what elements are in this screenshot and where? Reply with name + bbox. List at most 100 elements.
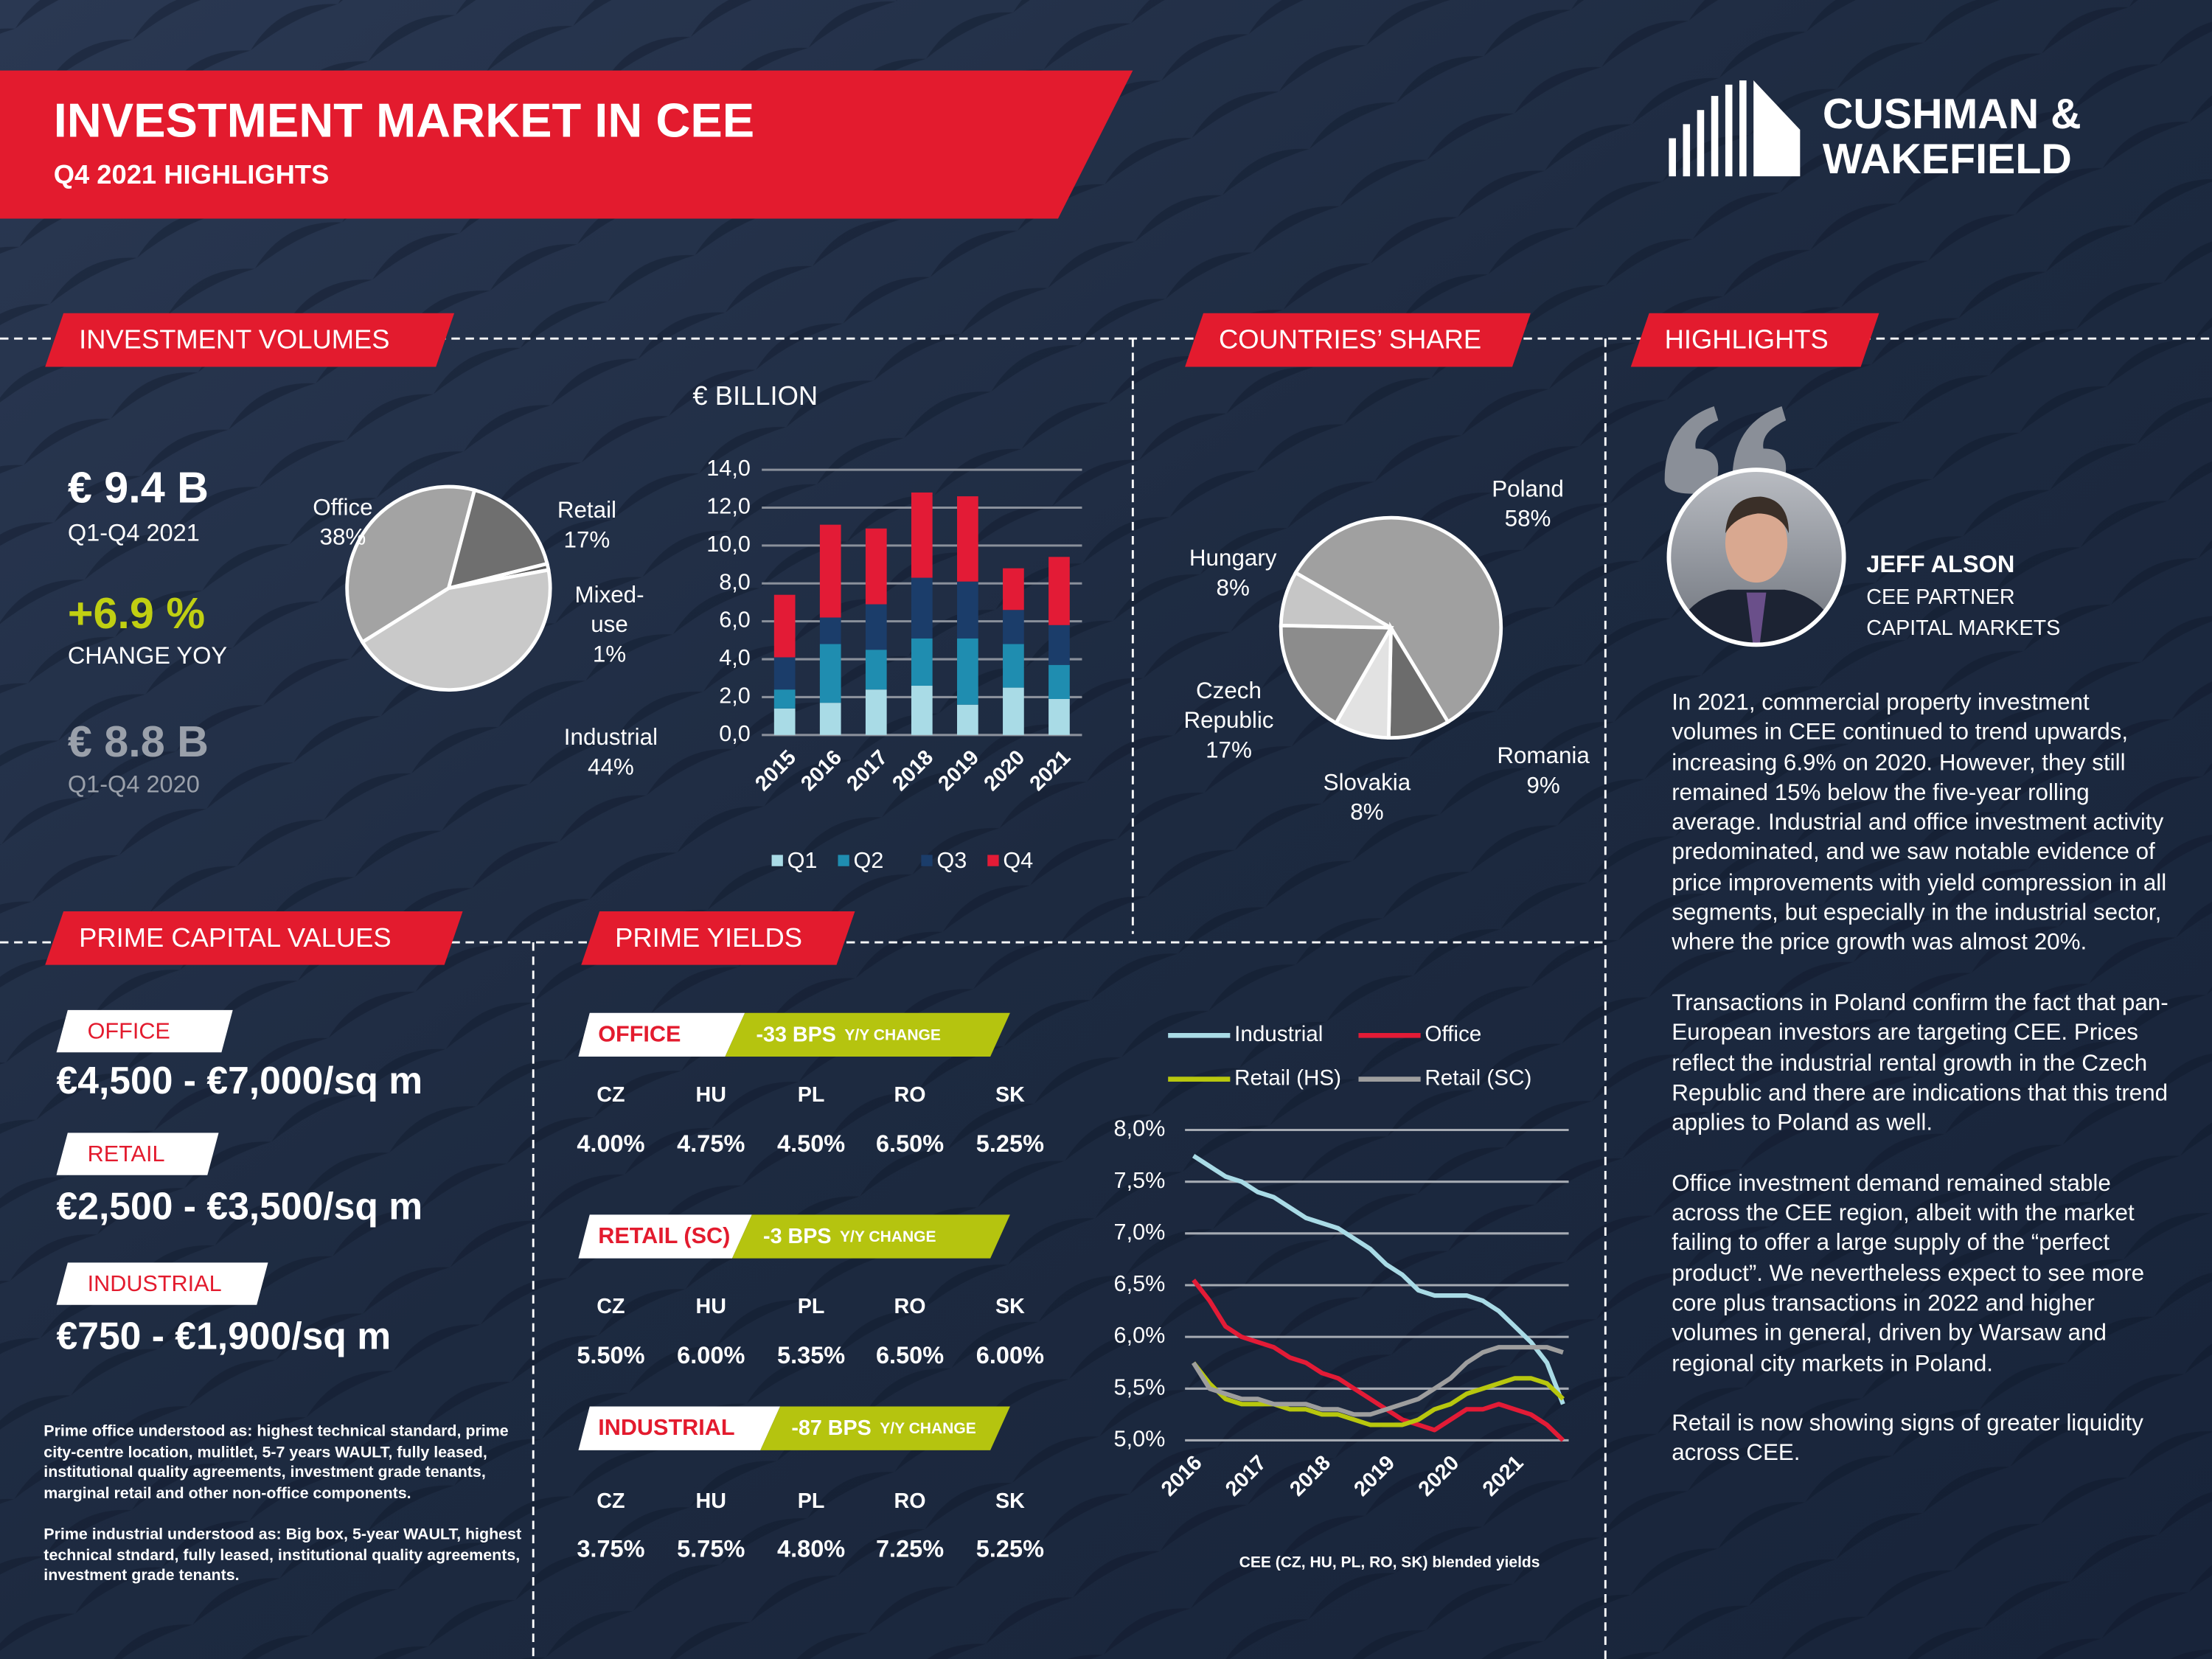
change-tag [760, 1406, 1010, 1450]
bar-segment [911, 577, 933, 639]
pie-label-box: Hungary 8% [1148, 545, 1318, 604]
pie-label-box: Slovakia 8% [1282, 769, 1452, 828]
pie-category: Industrial [563, 725, 658, 751]
bar-segment [1003, 568, 1024, 611]
sector-label: OFFICE [88, 1019, 170, 1044]
country-code: PL [798, 1489, 825, 1513]
yield-change: -33 BPS Y/Y CHANGE [757, 1023, 941, 1046]
legend-swatch [771, 855, 783, 866]
y-tick-label: 7,5% [1114, 1168, 1166, 1193]
change-tag [731, 1214, 1010, 1259]
section-tag [45, 313, 455, 367]
sector-label: RETAIL [88, 1141, 165, 1166]
pie-label: Hungary 8% [1148, 545, 1318, 604]
header-banner [0, 70, 1133, 219]
bar-segment [1003, 687, 1024, 735]
legend-swatch [987, 855, 999, 866]
yield-value: 5.35% [777, 1342, 845, 1368]
pie-category: Romania [1497, 743, 1590, 769]
subtitle: Q4 2021 HIGHLIGHTS [54, 159, 330, 189]
yield-value: 7.25% [876, 1535, 944, 1562]
section-tag [1630, 313, 1879, 367]
section-heading: PRIME CAPITAL VALUES [79, 922, 391, 953]
country-code: HU [696, 1489, 726, 1513]
pie-label: Retail 17% [557, 498, 616, 553]
yield-value: 6.50% [876, 1130, 944, 1157]
capital-value: €4,500 - €7,000/sq m [57, 1059, 423, 1102]
pie-label: Mixed-use 1% [574, 582, 644, 667]
bar-segment [957, 581, 978, 639]
pie-value-label: 17% [1206, 737, 1252, 764]
kpi-label: CHANGE YOY [68, 642, 227, 669]
y-tick-label: 6,0% [1114, 1323, 1166, 1348]
kpi-value: € 9.4 B [68, 462, 209, 512]
bar-segment [819, 703, 841, 735]
country-code: PL [798, 1083, 825, 1107]
section-heading: COUNTRIES’ SHARE [1219, 324, 1481, 355]
bar-segment [865, 604, 887, 650]
yield-tag [578, 1214, 752, 1259]
legend-swatch [921, 855, 933, 866]
capital-value: €750 - €1,900/sq m [57, 1314, 392, 1357]
notes: Prime office understood as: highest tech… [44, 1423, 522, 1585]
country-code: RO [894, 1295, 926, 1318]
section-tag [1185, 313, 1531, 367]
axis-title: € BILLION [692, 380, 818, 411]
pie-label-box: Office 38% [258, 494, 428, 553]
change-unit: Y/Y CHANGE [840, 1228, 936, 1245]
pie-value-label: 58% [1504, 506, 1551, 532]
pie-slice [360, 568, 552, 692]
pie-slice [345, 484, 477, 645]
bar-segment [1048, 625, 1070, 665]
bar-segment [773, 594, 796, 658]
bar-segment [957, 496, 978, 582]
bar-segment [1003, 644, 1024, 688]
logo-text: WAKEFIELD [1823, 136, 2072, 183]
legend-label: Office [1425, 1022, 1481, 1046]
yield-value: 6.50% [876, 1342, 944, 1368]
y-tick-label: 10,0 [706, 532, 751, 557]
yield-value: 5.25% [976, 1130, 1044, 1157]
change-unit: Y/Y CHANGE [880, 1420, 976, 1437]
legend-label: Q3 [936, 848, 967, 873]
country-code: SK [995, 1083, 1025, 1107]
pie-slice [1279, 623, 1394, 726]
pie-slice [1279, 570, 1392, 630]
pie-label: Romania 9% [1497, 743, 1590, 799]
change-value: -3 BPS [763, 1225, 831, 1248]
change-unit: Y/Y CHANGE [844, 1026, 941, 1043]
pie-value-label: 9% [1526, 773, 1560, 799]
y-tick-label: 0,0 [719, 721, 751, 746]
pie-category: Poland [1492, 476, 1564, 503]
legend-label: Industrial [1234, 1022, 1323, 1046]
yield-value: 4.50% [777, 1130, 845, 1157]
pie-label: Poland 58% [1492, 476, 1564, 532]
y-tick-label: 4,0 [719, 645, 751, 670]
country-code: PL [798, 1295, 825, 1318]
yield-change: -87 BPS Y/Y CHANGE [791, 1416, 975, 1440]
change-value: -87 BPS [791, 1416, 871, 1440]
bar-segment [773, 657, 796, 690]
note: Prime industrial understood as: Big box,… [44, 1526, 522, 1585]
country-code: RO [894, 1489, 926, 1513]
pie-value-label: 44% [588, 754, 634, 781]
yield-tag [578, 1012, 745, 1057]
bar-segment [819, 524, 841, 618]
bar-segment [1048, 664, 1070, 699]
pie-category: Hungary [1189, 546, 1277, 571]
line-series [1192, 1345, 1564, 1417]
sector-label: INDUSTRIAL [88, 1271, 222, 1296]
pie-category: Czech Republic [1183, 678, 1274, 734]
bar-segment [865, 650, 887, 690]
yield-tag [578, 1406, 781, 1450]
logo-text: CUSHMAN & [1823, 91, 2081, 138]
y-tick-label: 12,0 [706, 494, 751, 519]
bar-segment [957, 704, 978, 735]
kpi-value: +6.9 % [68, 588, 205, 638]
bar-segment [1048, 698, 1070, 735]
pie-value-label: 8% [1216, 575, 1250, 602]
y-tick-label: 5,0% [1114, 1427, 1166, 1452]
title: INVESTMENT MARKET IN CEE [54, 94, 754, 147]
pie-value-label: 1% [592, 641, 627, 667]
